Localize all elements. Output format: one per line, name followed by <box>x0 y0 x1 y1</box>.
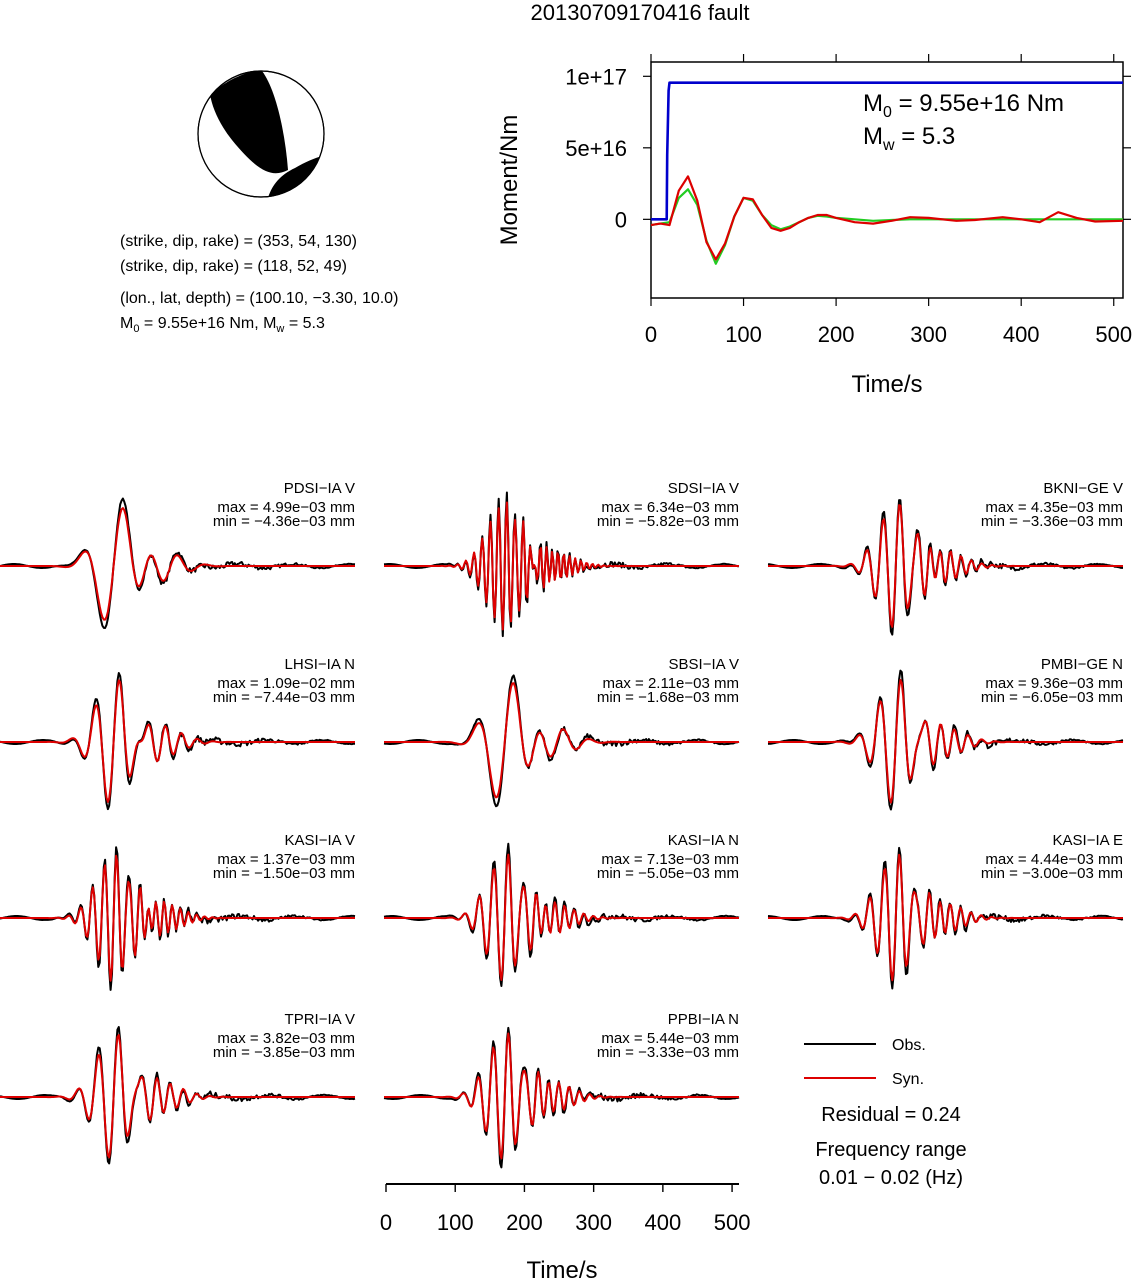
focal-mechanism-beachball <box>197 70 325 198</box>
info-nodal-plane-2: (strike, dip, rake) = (118, 52, 49) <box>120 258 347 275</box>
waveform-station-label: TPRI−IA V <box>285 1011 355 1028</box>
waveform-min-label: min = −1.50e−03 mm <box>213 865 355 882</box>
waveform-max-label: max = 9.36e−03 mm <box>985 675 1123 692</box>
waveform-station-label: SBSI−IA V <box>669 656 739 673</box>
stf-x-tick-label: 200 <box>818 322 855 347</box>
waveform-station-label: PPBI−IA N <box>668 1011 739 1028</box>
waveform-synthetic-line <box>384 1032 739 1160</box>
stf-moment-line <box>651 81 1123 221</box>
waveform-min-label: min = −3.85e−03 mm <box>213 1044 355 1061</box>
stf-plot-frame <box>650 61 1124 299</box>
stf-annotation-m0: M0 = 9.55e+16 Nm <box>863 90 1064 121</box>
waveform-max-label: max = 1.37e−03 mm <box>217 851 355 868</box>
stf-x-tick-label: 0 <box>645 322 657 347</box>
moment-rate-panel: 0 100 200 300 400 500 0 5e+16 1e+17 M0 = 9.55e+1… <box>496 54 1132 398</box>
waveform-time-axis: 0 100 200 300 400 500 <box>380 1183 751 1235</box>
waveform-max-label: max = 2.11e−03 mm <box>603 675 739 692</box>
waveform-x-tick-label: 200 <box>506 1210 543 1235</box>
waveform-synthetic-line <box>768 853 1123 982</box>
waveform-min-label: min = −5.82e−03 mm <box>597 513 739 530</box>
waveform-min-label: min = −3.36e−03 mm <box>981 513 1123 530</box>
waveform-station-label: KASI−IA V <box>285 832 355 849</box>
frequency-range-label: Frequency range <box>815 1139 966 1161</box>
residual-label: Residual = 0.24 <box>821 1104 961 1126</box>
waveform-x-tick-label: 100 <box>437 1210 474 1235</box>
figure-title: 20130709170416 fault <box>531 0 750 25</box>
waveform-max-label: max = 6.34e−03 mm <box>601 499 739 516</box>
waveform-station-label: KASI−IA E <box>1053 832 1123 849</box>
waveform-station-label: BKNI−GE V <box>1043 480 1123 497</box>
waveform-max-label: max = 4.99e−03 mm <box>217 499 355 516</box>
waveform-max-label: max = 1.09e−02 mm <box>217 675 355 692</box>
waveform-station-label: KASI−IA N <box>668 832 739 849</box>
waveform-station-label: LHSI−IA N <box>285 656 355 673</box>
info-location: (lon., lat, depth) = (100.10, −3.30, 10.… <box>120 290 398 307</box>
waveform-x-axis-label: Time/s <box>526 1257 597 1280</box>
legend-syn-label: Syn. <box>892 1071 924 1088</box>
stf-x-tick-label: 400 <box>1003 322 1040 347</box>
waveform-synthetic-line <box>0 507 355 621</box>
waveform-x-tick-label: 500 <box>714 1210 751 1235</box>
waveform-synthetic-line <box>384 853 739 981</box>
waveform-max-label: max = 3.82e−03 mm <box>217 1030 355 1047</box>
waveform-min-label: min = −3.00e−03 mm <box>981 865 1123 882</box>
waveform-max-label: max = 5.44e−03 mm <box>601 1030 739 1047</box>
stf-annotation-mw: Mw = 5.3 <box>863 123 955 154</box>
waveform-station-label: SDSI−IA V <box>668 480 739 497</box>
waveform-max-label: max = 4.44e−03 mm <box>985 851 1123 868</box>
stf-green-line <box>650 188 1123 265</box>
legend-obs-label: Obs. <box>892 1037 926 1054</box>
waveform-station-label: PMBI−GE N <box>1041 656 1123 673</box>
waveform-min-label: min = −6.05e−03 mm <box>981 689 1123 706</box>
stf-y-tick-label: 1e+17 <box>565 64 627 89</box>
waveform-x-tick-label: 0 <box>380 1210 392 1235</box>
frequency-range-value: 0.01 − 0.02 (Hz) <box>819 1167 963 1189</box>
waveform-min-label: min = −5.05e−03 mm <box>597 865 739 882</box>
stf-x-tick-label: 100 <box>725 322 762 347</box>
waveform-station-label: PDSI−IA V <box>284 480 355 497</box>
waveform-synthetic-line <box>0 679 355 803</box>
waveform-max-label: max = 7.13e−03 mm <box>601 851 739 868</box>
waveform-max-label: max = 4.35e−03 mm <box>985 499 1123 516</box>
waveform-synthetic-line <box>768 678 1123 804</box>
waveform-synthetic-line <box>384 501 739 631</box>
waveform-synthetic-line <box>0 1034 355 1159</box>
waveform-synthetic-line <box>768 504 1123 628</box>
info-nodal-plane-1: (strike, dip, rake) = (353, 54, 130) <box>120 233 357 250</box>
waveform-x-tick-label: 400 <box>645 1210 682 1235</box>
waveform-observed-line <box>767 499 1123 636</box>
stf-red-line <box>650 175 1124 261</box>
stf-x-tick-label: 300 <box>910 322 947 347</box>
stf-x-axis-label: Time/s <box>851 371 922 398</box>
waveform-min-label: min = −1.68e−03 mm <box>597 689 739 706</box>
waveform-x-tick-label: 300 <box>575 1210 612 1235</box>
waveform-min-label: min = −3.33e−03 mm <box>597 1044 739 1061</box>
legend: Obs. Syn. <box>804 1037 926 1088</box>
waveform-synthetic-line <box>384 682 739 799</box>
stf-y-tick-label: 5e+16 <box>565 136 627 161</box>
waveform-min-label: min = −7.44e−03 mm <box>213 689 355 706</box>
stf-x-tick-label: 500 <box>1095 322 1132 347</box>
waveform-synthetic-line <box>0 854 355 982</box>
waveform-min-label: min = −4.36e−03 mm <box>213 513 355 530</box>
info-moment: M0 = 9.55e+16 Nm, Mw = 5.3 <box>120 315 325 335</box>
stf-y-tick-label: 0 <box>615 207 627 232</box>
stf-y-axis-label: Moment/Nm <box>496 115 523 246</box>
